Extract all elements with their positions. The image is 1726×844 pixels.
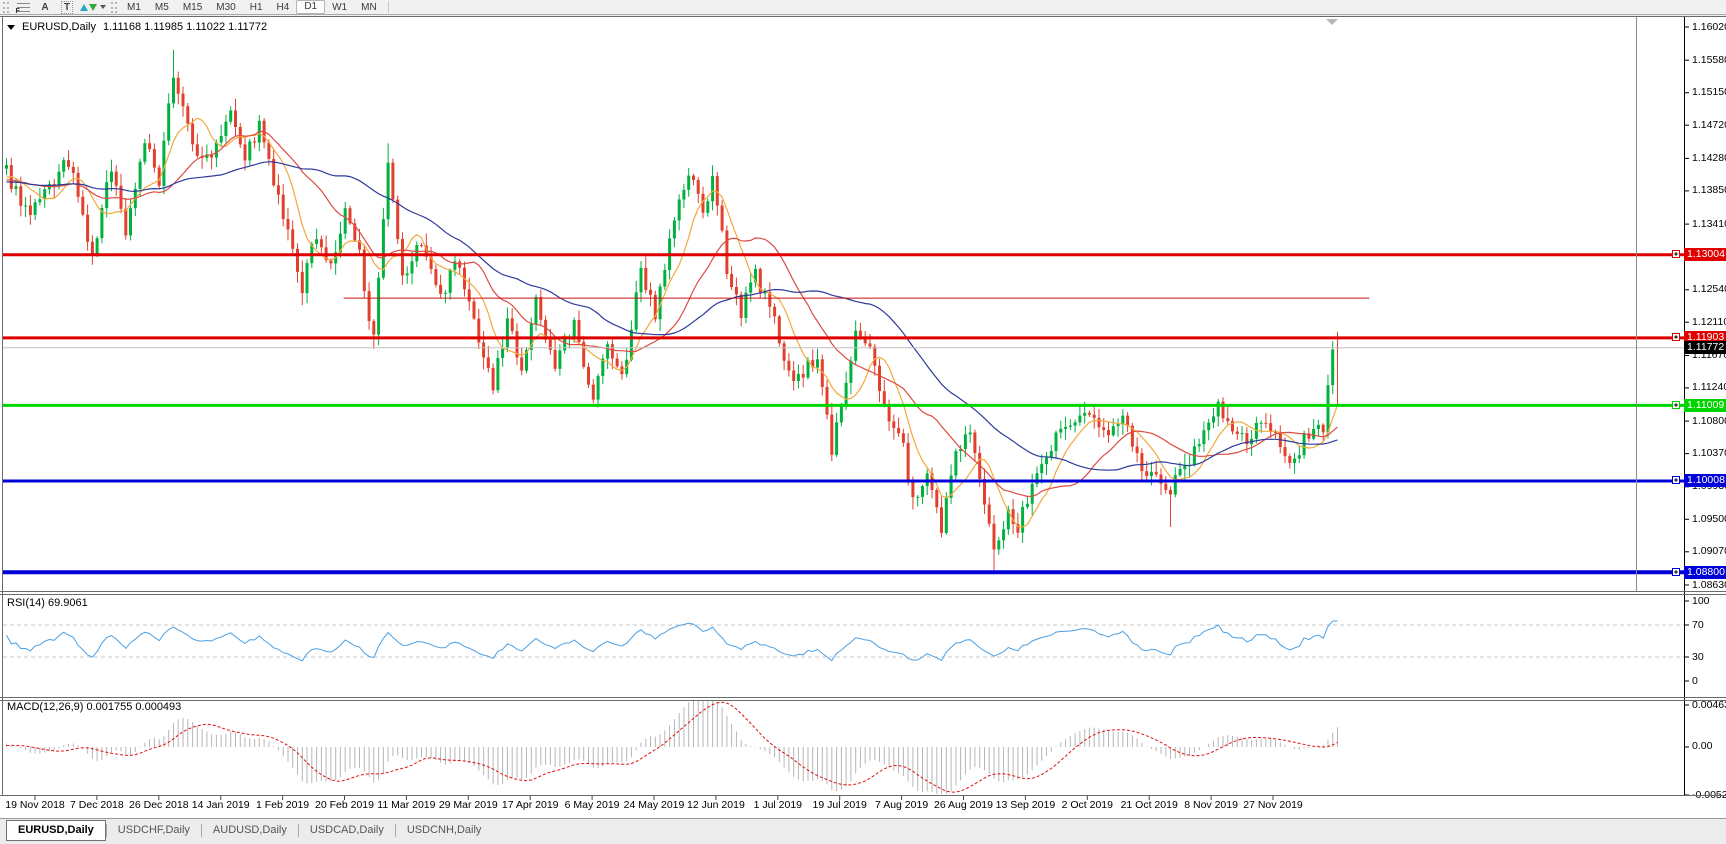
timeframe-buttons: M1 M5 M15 M30 H1 H4 D1 W1 MN (120, 0, 384, 15)
panel-separator[interactable] (0, 697, 1726, 698)
toolbar-separator (387, 1, 389, 13)
arrows-tool-button[interactable] (80, 1, 106, 14)
panel-separator[interactable] (0, 591, 1726, 592)
chart-left-border (2, 17, 3, 796)
frame-line (1636, 17, 1637, 591)
timeframe-button-d1[interactable]: D1 (296, 0, 326, 14)
text-tool-label: A (41, 1, 49, 13)
tab-separator (394, 824, 396, 837)
timeframe-button-h1[interactable]: H1 (249, 1, 263, 13)
fibonacci-icon-glyph (16, 2, 30, 15)
timeframe-button-m30[interactable]: M30 (216, 1, 236, 13)
timeframe-button-mn[interactable]: MN (361, 1, 377, 13)
tab-separator (297, 824, 299, 837)
text-label-tool-label: T (60, 0, 74, 14)
toolbar-grip[interactable] (3, 1, 9, 13)
tab-separator (105, 824, 107, 837)
panel-separator[interactable] (0, 700, 1726, 701)
chart-tab-audusd[interactable]: AUDUSD,Daily (212, 824, 287, 836)
timeframe-button-m15[interactable]: M15 (182, 1, 203, 13)
timeframe-button-m5[interactable]: M5 (154, 1, 169, 13)
chart-tab-usdchf[interactable]: USDCHF,Daily (117, 824, 190, 836)
tab-separator (200, 824, 202, 837)
toolbar-grip[interactable] (111, 1, 117, 13)
timeframe-button-h4[interactable]: H4 (276, 1, 290, 13)
toolbar: A T M1 M5 M15 M30 H1 H4 D1 W1 MN (0, 0, 1726, 15)
rsi-indicator-label: RSI(14) 69.9061 (7, 597, 88, 609)
dropdown-caret-icon (100, 5, 106, 9)
panel-separator (0, 795, 1726, 796)
chart-tab-eurusd[interactable]: EURUSD,Daily (6, 820, 106, 841)
symbol-collapse-icon[interactable] (7, 25, 15, 30)
text-label-tool-button[interactable]: T (58, 0, 76, 14)
chart-tab-bar: EURUSD,Daily USDCHF,Daily AUDUSD,Daily USDC… (0, 818, 1726, 844)
timeframe-button-m1[interactable]: M1 (127, 1, 141, 13)
fibonacci-icon[interactable] (14, 1, 32, 15)
chart-tab-usdcad[interactable]: USDCAD,Daily (309, 824, 384, 836)
arrow-up-icon (80, 3, 88, 11)
macd-indicator-label: MACD(12,26,9) 0.001755 0.000493 (7, 701, 182, 713)
symbol-label: EURUSD,Daily (22, 21, 96, 33)
panel-separator[interactable] (0, 594, 1726, 595)
chart-header[interactable]: EURUSD,Daily 1.11168 1.11985 1.11022 1.1… (7, 21, 267, 33)
timeframe-button-w1[interactable]: W1 (332, 1, 348, 13)
arrow-down-icon (89, 3, 97, 11)
text-tool-button[interactable]: A (36, 1, 54, 14)
chart-tab-usdcnh[interactable]: USDCNH,Daily (406, 824, 482, 836)
ohlc-values: 1.11168 1.11985 1.11022 1.11772 (102, 21, 268, 33)
